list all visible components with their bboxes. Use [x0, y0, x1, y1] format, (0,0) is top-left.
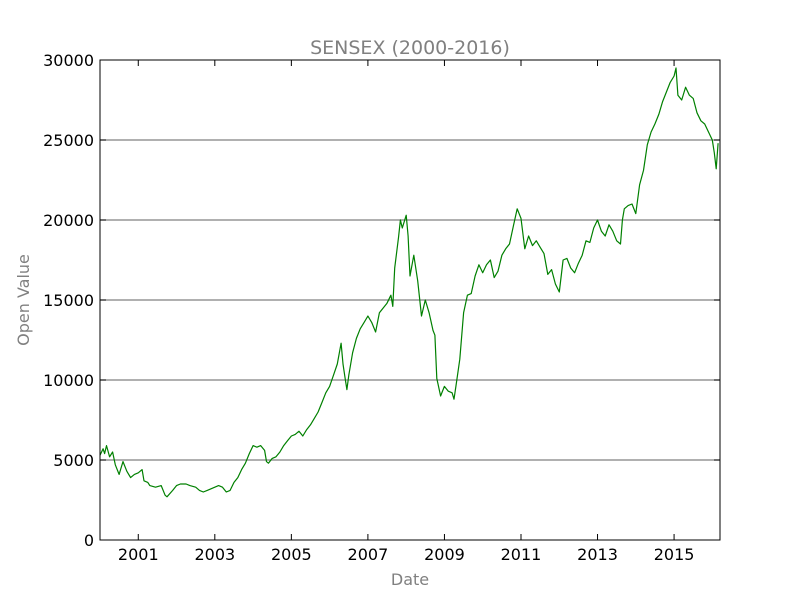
y-tick-label: 10000 [43, 371, 94, 390]
x-tick-label: 2007 [348, 545, 389, 564]
y-tick-label: 30000 [43, 51, 94, 70]
y-tick-label: 20000 [43, 211, 94, 230]
x-tick-label: 2011 [501, 545, 542, 564]
plot-area [99, 67, 719, 498]
x-tick-label: 2001 [118, 545, 159, 564]
x-tick-label: 2009 [424, 545, 465, 564]
x-tick-label: 2013 [577, 545, 618, 564]
y-tick-label: 15000 [43, 291, 94, 310]
chart-title: SENSEX (2000-2016) [310, 37, 510, 59]
y-axis-label: Open Value [14, 254, 33, 346]
y-axis-ticks: 0 5000 10000 15000 20000 25000 30000 [43, 51, 720, 550]
y-tick-label: 25000 [43, 131, 94, 150]
x-tick-label: 2005 [271, 545, 312, 564]
y-tick-label: 0 [84, 531, 94, 550]
x-tick-label: 2015 [654, 545, 695, 564]
x-tick-label: 2003 [194, 545, 235, 564]
x-axis-ticks: 2001 2003 2005 2007 2009 2011 2013 2015 [118, 60, 695, 564]
x-axis-label: Date [391, 570, 429, 589]
series-line [99, 67, 719, 498]
y-tick-label: 5000 [53, 451, 94, 470]
horizontal-gridlines [100, 139, 720, 461]
